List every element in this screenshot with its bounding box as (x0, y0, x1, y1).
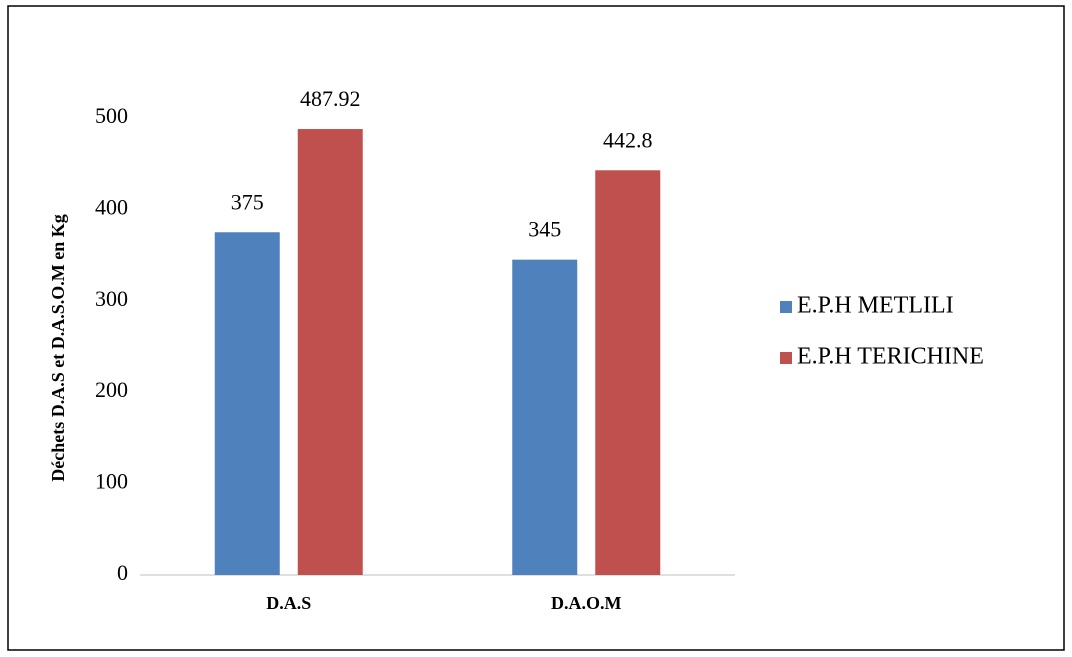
y-tick-label: 300 (95, 286, 128, 311)
bar (512, 259, 578, 575)
y-axis-label: Déchets D.A.S et D.A.S.O.M en Kg (48, 214, 68, 481)
data-label: 442.8 (603, 127, 653, 152)
legend-label: E.P.H METLILI (797, 293, 954, 319)
legend-label: E.P.H TERICHINE (797, 344, 984, 370)
bar (297, 129, 363, 575)
legend-swatch (780, 352, 792, 364)
legend-swatch (780, 301, 792, 313)
bar (595, 170, 661, 575)
y-tick-label: 500 (95, 103, 128, 128)
data-label: 487.92 (300, 86, 361, 111)
x-tick-label: D.A.S (266, 593, 311, 613)
bar (214, 232, 280, 575)
data-label: 345 (528, 217, 561, 242)
y-tick-label: 200 (95, 377, 128, 402)
y-tick-label: 0 (117, 560, 128, 585)
data-label: 375 (231, 189, 264, 214)
y-tick-label: 400 (95, 194, 128, 219)
y-tick-label: 100 (95, 469, 128, 494)
x-tick-label: D.A.O.M (551, 593, 622, 613)
